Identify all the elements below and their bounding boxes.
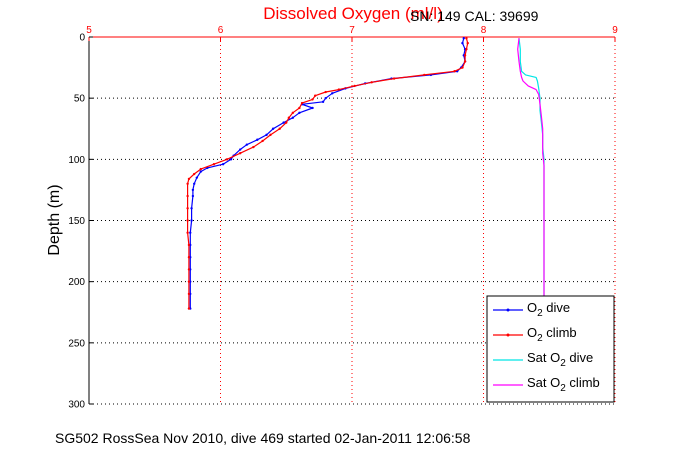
data-point-o2-climb bbox=[239, 152, 242, 155]
y-tick-label: 100 bbox=[68, 155, 85, 166]
data-point-o2-dive bbox=[195, 176, 199, 179]
legend-label-sat-o2-climb: Sat O2 climb bbox=[527, 375, 600, 394]
data-point-o2-climb bbox=[187, 292, 191, 296]
legend: O2 dive O2 climb Sat O2 dive Sat O2 climb bbox=[486, 295, 615, 403]
y-tick-label: 0 bbox=[79, 33, 85, 44]
data-point-o2-climb bbox=[278, 127, 281, 130]
data-point-o2-climb bbox=[466, 41, 469, 45]
data-point-o2-climb bbox=[463, 54, 467, 57]
data-point-o2-climb bbox=[461, 66, 464, 69]
data-point-o2-dive bbox=[311, 106, 314, 110]
data-point-o2-climb bbox=[187, 256, 191, 259]
data-point-o2-dive bbox=[193, 182, 196, 185]
data-point-o2-climb bbox=[463, 60, 467, 63]
data-point-o2-climb bbox=[187, 307, 191, 310]
data-point-o2-climb bbox=[186, 194, 189, 198]
data-point-o2-climb bbox=[423, 73, 426, 77]
data-point-o2-climb bbox=[193, 172, 196, 176]
data-point-o2-climb bbox=[311, 98, 314, 101]
data-point-o2-dive bbox=[189, 231, 192, 234]
data-point-o2-climb bbox=[337, 88, 341, 91]
data-point-o2-dive bbox=[221, 163, 225, 166]
y-axis-label: Depth (m) bbox=[46, 184, 63, 255]
data-point-o2-dive bbox=[298, 111, 301, 115]
data-point-o2-climb bbox=[465, 48, 468, 51]
data-point-o2-climb bbox=[392, 77, 396, 80]
data-point-o2-climb bbox=[465, 37, 468, 40]
data-point-o2-climb bbox=[212, 163, 216, 166]
data-point-o2-dive bbox=[265, 133, 268, 137]
data-point-o2-climb bbox=[261, 139, 264, 143]
axes-layer: 5 6 7 8 9 0 50 100 150 200 250 300 bbox=[68, 25, 618, 411]
x-tick-label: 5 bbox=[86, 25, 92, 36]
data-point-o2-climb bbox=[252, 145, 255, 149]
legend-label-o2-dive: O2 dive bbox=[527, 300, 570, 319]
data-point-o2-climb bbox=[353, 84, 356, 88]
data-point-o2-dive bbox=[199, 170, 202, 173]
series-line-sat-o2-climb bbox=[517, 38, 545, 309]
data-point-o2-climb bbox=[453, 70, 456, 73]
y-tick-label: 50 bbox=[74, 94, 86, 105]
data-point-o2-climb bbox=[324, 90, 327, 94]
y-tick-label: 200 bbox=[68, 277, 85, 288]
data-point-o2-dive bbox=[291, 116, 295, 119]
x-tick-label: 7 bbox=[349, 25, 355, 36]
legend-label-o2-climb: O2 climb bbox=[527, 325, 577, 344]
data-point-o2-climb bbox=[187, 268, 191, 271]
series-layer bbox=[186, 37, 545, 310]
data-point-o2-dive bbox=[191, 194, 195, 198]
sensor-calibration-caption: SN: 149 CAL: 39699 bbox=[410, 8, 539, 24]
data-point-o2-dive bbox=[461, 41, 464, 45]
data-point-o2-dive bbox=[462, 37, 465, 40]
data-point-o2-climb bbox=[186, 182, 189, 185]
data-point-o2-climb bbox=[287, 116, 291, 119]
data-point-o2-dive bbox=[271, 127, 275, 130]
y-tick-label: 150 bbox=[68, 216, 85, 227]
x-tick-label: 8 bbox=[481, 25, 487, 36]
chart-title: Dissolved Oxygen (ml/l) bbox=[263, 4, 443, 23]
data-point-o2-dive bbox=[282, 121, 285, 124]
data-point-o2-climb bbox=[187, 177, 191, 181]
y-tick-label: 300 bbox=[68, 400, 85, 411]
x-tick-label: 6 bbox=[218, 25, 224, 36]
data-point-o2-climb bbox=[187, 280, 191, 283]
data-point-o2-climb bbox=[187, 243, 191, 247]
data-point-o2-climb bbox=[225, 158, 229, 161]
legend-marker-o2-dive bbox=[506, 308, 510, 312]
legend-box bbox=[486, 295, 615, 403]
data-point-o2-climb bbox=[285, 121, 288, 124]
data-point-o2-climb bbox=[186, 207, 189, 210]
data-point-o2-climb bbox=[186, 231, 189, 234]
data-point-o2-dive bbox=[191, 188, 195, 192]
data-point-o2-dive bbox=[239, 148, 242, 151]
data-point-o2-dive bbox=[331, 92, 334, 95]
data-point-o2-dive bbox=[229, 158, 233, 161]
data-point-o2-climb bbox=[313, 94, 317, 97]
x-tick-label: 9 bbox=[612, 25, 618, 36]
data-point-o2-climb bbox=[291, 111, 295, 115]
data-point-o2-climb bbox=[370, 81, 373, 84]
data-point-o2-dive bbox=[190, 219, 193, 222]
legend-marker-o2-climb bbox=[506, 333, 510, 337]
data-point-o2-dive bbox=[245, 143, 248, 146]
data-point-o2-climb bbox=[298, 106, 301, 110]
data-point-o2-climb bbox=[186, 219, 189, 222]
data-point-o2-climb bbox=[269, 133, 272, 137]
data-point-o2-dive bbox=[256, 138, 259, 141]
data-point-o2-climb bbox=[199, 167, 202, 171]
data-point-o2-dive bbox=[190, 207, 193, 210]
data-point-o2-dive bbox=[324, 96, 327, 100]
dive-info-caption: SG502 RossSea Nov 2010, dive 469 started… bbox=[55, 430, 471, 446]
y-tick-label: 250 bbox=[68, 338, 85, 349]
data-point-o2-climb bbox=[300, 101, 304, 105]
legend-label-sat-o2-dive: Sat O2 dive bbox=[527, 350, 593, 369]
data-point-o2-dive bbox=[321, 100, 325, 104]
series-line-o2-dive bbox=[189, 38, 466, 309]
